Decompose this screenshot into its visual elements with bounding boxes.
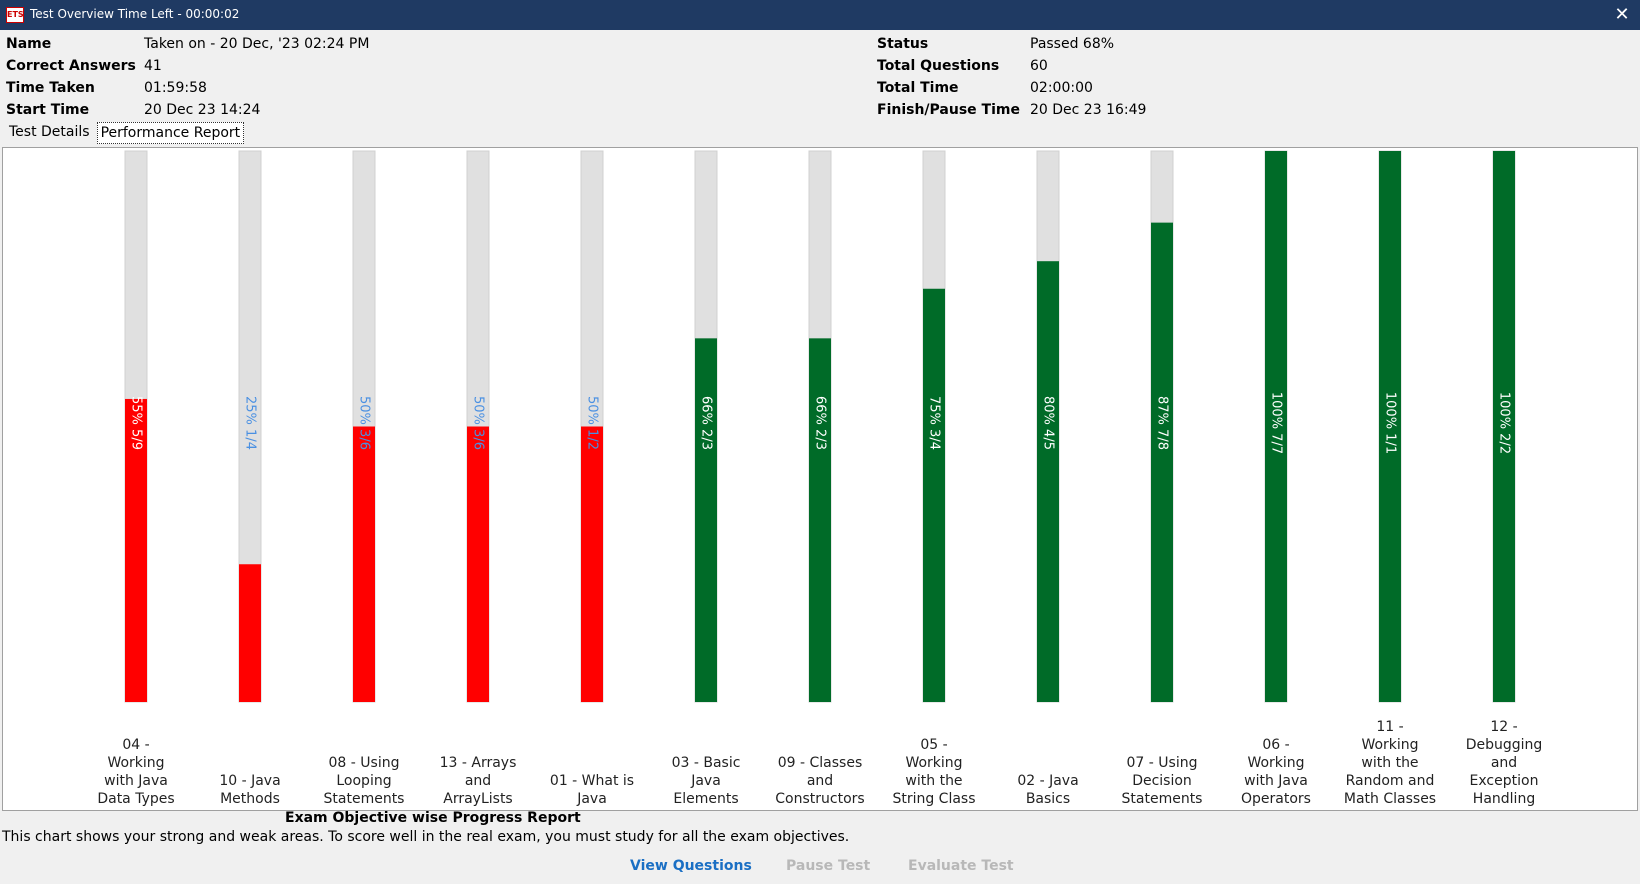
info-row-finish-time: Finish/Pause Time 20 Dec 23 16:49 bbox=[877, 99, 1146, 121]
info-label: Finish/Pause Time bbox=[877, 102, 1020, 118]
category-label: 13 - Arrays and ArrayLists bbox=[440, 755, 517, 807]
category-label: 11 -Working with the Random and Math Classe… bbox=[1344, 719, 1436, 807]
info-panel-right: Status Passed 68% Total Questions 60 Tot… bbox=[877, 33, 1146, 121]
action-bar: View Questions Pause Test Evaluate Test bbox=[0, 858, 1640, 884]
info-value: 60 bbox=[1030, 58, 1048, 74]
info-label: Total Time bbox=[877, 80, 959, 96]
bar-2 bbox=[239, 564, 261, 702]
category-label: 09 - Classes and Constructors bbox=[775, 755, 864, 807]
category-label: 07 - Using Decision Statements bbox=[1122, 755, 1203, 807]
info-value: 02:00:00 bbox=[1030, 80, 1093, 96]
info-label: Status bbox=[877, 36, 929, 52]
bar-value-label: 75% 3/4 bbox=[927, 396, 942, 450]
category-label: 02 - Java Basics bbox=[1017, 773, 1078, 807]
bar-12 bbox=[1379, 151, 1401, 702]
info-row-correct-answers: Correct Answers 41 bbox=[6, 55, 369, 77]
tab-performance-report[interactable]: Performance Report bbox=[96, 122, 245, 144]
info-row-name: Name Taken on - 20 Dec, '23 02:24 PM bbox=[6, 33, 369, 55]
bar-value-label: 100% 1/1 bbox=[1383, 392, 1398, 454]
report-description: This chart shows your strong and weak ar… bbox=[2, 829, 850, 845]
bar-3 bbox=[353, 426, 375, 702]
info-label: Start Time bbox=[6, 102, 90, 118]
title-bar: ETS Test Overview Time Left - 00:00:02 ✕ bbox=[0, 0, 1640, 30]
info-row-total-questions: Total Questions 60 bbox=[877, 55, 1146, 77]
info-label: Correct Answers bbox=[6, 58, 136, 74]
bar-value-label: 100% 2/2 bbox=[1497, 392, 1512, 454]
bar-value-label: 55% 5/9 bbox=[129, 396, 144, 450]
category-label: 03 - Basic Java Elements bbox=[672, 755, 741, 807]
bar-value-label: 50% 1/2 bbox=[585, 396, 600, 450]
bar-9 bbox=[1037, 261, 1059, 702]
bar-11 bbox=[1265, 151, 1287, 702]
info-label: Name bbox=[6, 36, 52, 52]
performance-chart: 55% 5/9 04 -Working with Java Data Types 25%… bbox=[2, 147, 1638, 811]
tab-bar: Test Details Performance Report bbox=[6, 122, 245, 144]
report-title: Exam Objective wise Progress Report bbox=[285, 810, 581, 826]
info-label: Time Taken bbox=[6, 80, 95, 96]
bar-value-label: 50% 3/6 bbox=[357, 396, 372, 450]
bar-value-label: 87% 7/8 bbox=[1155, 396, 1170, 450]
bar-1 bbox=[125, 398, 147, 702]
info-row-total-time: Total Time 02:00:00 bbox=[877, 77, 1146, 99]
info-row-start-time: Start Time 20 Dec 23 14:24 bbox=[6, 99, 369, 121]
bar-10 bbox=[1151, 222, 1173, 702]
category-label: 10 - Java Methods bbox=[219, 773, 280, 807]
close-icon[interactable]: ✕ bbox=[1614, 4, 1630, 25]
info-row-status: Status Passed 68% bbox=[877, 33, 1146, 55]
category-label: 08 - Using Looping Statements bbox=[324, 755, 405, 807]
bar-8 bbox=[923, 288, 945, 702]
category-label: 06 -Working with Java Operators bbox=[1241, 737, 1311, 807]
info-value: 41 bbox=[144, 58, 162, 74]
info-panel-left: Name Taken on - 20 Dec, '23 02:24 PM Cor… bbox=[6, 33, 369, 121]
bar-value-label: 50% 3/6 bbox=[471, 396, 486, 450]
info-value: 20 Dec 23 14:24 bbox=[144, 102, 261, 118]
window-title: Test Overview Time Left - 00:00:02 bbox=[30, 7, 240, 21]
evaluate-test-button[interactable]: Evaluate Test bbox=[908, 858, 1014, 874]
bar-7 bbox=[809, 338, 831, 702]
bar-6 bbox=[695, 338, 717, 702]
info-label: Total Questions bbox=[877, 58, 1000, 74]
info-value: Passed 68% bbox=[1030, 36, 1115, 52]
info-value: 20 Dec 23 16:49 bbox=[1030, 102, 1147, 118]
bar-4 bbox=[467, 426, 489, 702]
category-label: 04 -Working with Java Data Types bbox=[97, 737, 174, 807]
category-label: 05 -Working with the String Class bbox=[892, 737, 975, 807]
view-questions-button[interactable]: View Questions bbox=[630, 858, 752, 874]
tab-test-details[interactable]: Test Details bbox=[9, 124, 90, 140]
category-label: 12 -Debugging and Exception Handling bbox=[1466, 719, 1543, 807]
bar-value-label: 25% 1/4 bbox=[243, 396, 258, 450]
category-label: 01 - What is Java bbox=[550, 773, 634, 807]
pause-test-button[interactable]: Pause Test bbox=[786, 858, 871, 874]
info-row-time-taken: Time Taken 01:59:58 bbox=[6, 77, 369, 99]
ets-logo-icon: ETS bbox=[6, 7, 24, 23]
bar-value-label: 100% 7/7 bbox=[1269, 392, 1284, 454]
performance-chart-svg: 55% 5/9 04 -Working with Java Data Types 25%… bbox=[97, 150, 1543, 807]
bar-value-label: 80% 4/5 bbox=[1041, 396, 1056, 450]
info-value: Taken on - 20 Dec, '23 02:24 PM bbox=[144, 36, 370, 52]
bar-value-label: 66% 2/3 bbox=[699, 396, 714, 450]
info-value: 01:59:58 bbox=[144, 80, 207, 96]
bar-5 bbox=[581, 426, 603, 702]
bar-13 bbox=[1493, 151, 1515, 702]
bar-value-label: 66% 2/3 bbox=[813, 396, 828, 450]
